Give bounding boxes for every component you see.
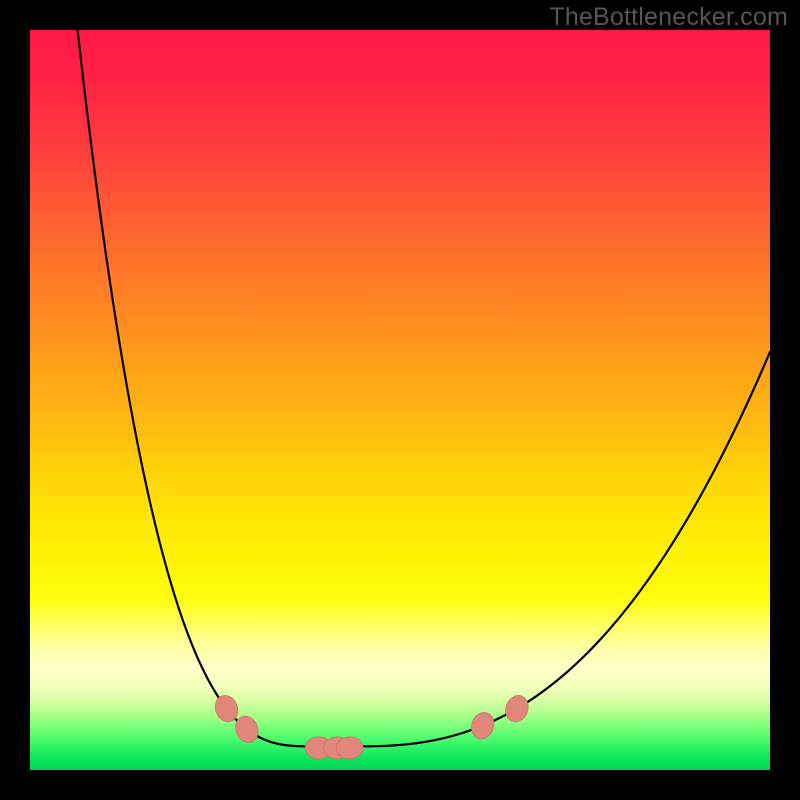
chart-stage: TheBottlenecker.com	[0, 0, 800, 800]
bottleneck-curve	[76, 30, 770, 749]
curve-layer	[30, 30, 770, 770]
watermark-text: TheBottlenecker.com	[549, 3, 788, 32]
data-marker	[502, 692, 532, 725]
data-marker	[468, 709, 498, 742]
marker-layer	[211, 692, 532, 759]
plot-area	[30, 30, 770, 770]
